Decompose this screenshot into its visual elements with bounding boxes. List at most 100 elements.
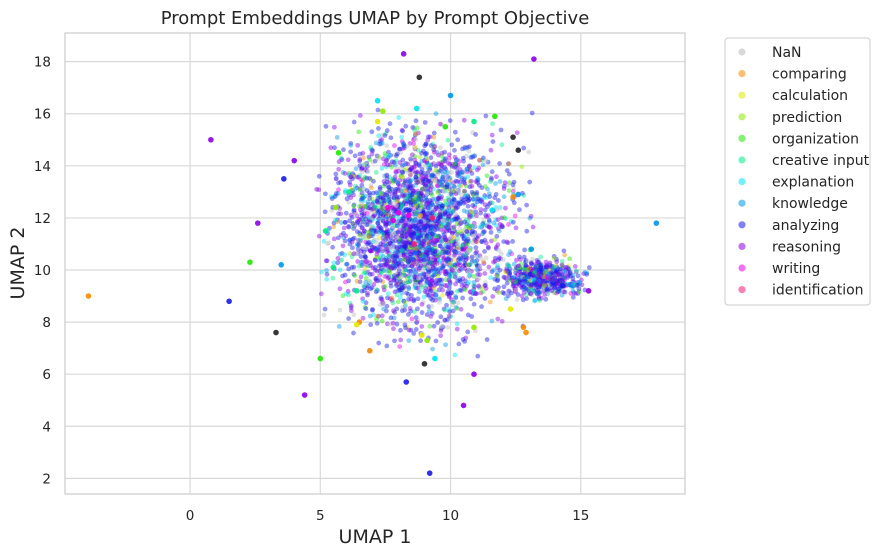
cloud-point xyxy=(556,286,562,292)
cloud-point xyxy=(398,188,404,194)
cloud-point xyxy=(399,261,405,267)
cloud-point xyxy=(364,222,370,228)
cloud-point xyxy=(539,265,545,271)
cloud-point xyxy=(361,283,367,289)
cloud-point xyxy=(489,269,495,275)
cloud-point xyxy=(500,290,506,295)
cloud-point xyxy=(514,297,520,302)
cloud-point xyxy=(381,230,387,235)
cloud-point xyxy=(404,324,410,330)
cloud-point xyxy=(480,221,486,227)
cloud-point xyxy=(384,179,390,185)
cloud-point xyxy=(453,191,459,197)
cloud-point xyxy=(444,228,449,234)
cloud-point xyxy=(479,239,484,245)
cloud-point xyxy=(331,220,337,226)
cloud-point xyxy=(543,275,549,281)
cloud-point xyxy=(411,251,417,256)
cloud-point xyxy=(551,276,557,282)
cloud-point xyxy=(389,159,395,165)
cloud-point xyxy=(465,236,471,242)
cloud-point xyxy=(449,247,455,252)
cloud-point xyxy=(376,257,382,263)
cloud-point xyxy=(458,221,464,226)
cloud-point xyxy=(342,171,348,176)
cloud-point xyxy=(318,291,324,297)
cloud-point xyxy=(459,170,465,176)
cloud-point xyxy=(505,269,511,275)
cloud-point xyxy=(412,217,418,223)
cloud-point xyxy=(403,199,409,205)
cloud-point xyxy=(441,257,446,262)
cloud-point xyxy=(570,279,576,285)
cloud-point xyxy=(419,282,425,288)
cloud-point xyxy=(474,239,480,245)
cloud-point xyxy=(527,266,533,272)
cloud-point xyxy=(390,265,395,270)
cloud-point xyxy=(414,200,420,206)
cloud-point xyxy=(389,238,395,244)
cloud-point xyxy=(454,326,460,332)
cloud-point xyxy=(586,265,592,270)
cloud-point xyxy=(530,272,536,278)
cloud-point xyxy=(348,142,354,148)
cloud-point xyxy=(549,274,555,280)
cloud-point xyxy=(455,257,461,263)
cloud-point xyxy=(547,272,553,277)
cloud-point xyxy=(449,268,455,273)
cloud-point xyxy=(545,264,551,270)
cloud-point xyxy=(357,237,363,243)
cloud-point xyxy=(419,169,425,175)
cloud-point xyxy=(410,229,415,235)
cloud-point xyxy=(458,266,463,271)
cloud-point xyxy=(369,129,375,135)
cloud-point xyxy=(473,209,479,215)
point-explanation xyxy=(432,355,438,362)
cloud-point xyxy=(422,254,428,260)
cloud-point xyxy=(427,239,432,245)
cloud-point xyxy=(515,263,521,269)
cloud-point xyxy=(363,279,369,285)
cloud-point xyxy=(427,231,432,237)
cloud-point xyxy=(436,299,442,305)
cloud-point xyxy=(434,204,440,210)
cloud-point xyxy=(581,271,587,277)
cloud-point xyxy=(403,161,409,166)
cloud-point xyxy=(357,151,363,157)
cloud-point xyxy=(469,254,475,260)
cloud-point xyxy=(433,111,439,117)
cloud-point xyxy=(373,204,379,209)
cloud-point xyxy=(544,287,550,293)
cloud-point xyxy=(394,321,400,327)
cloud-point xyxy=(459,283,465,289)
cloud-point xyxy=(348,174,354,180)
cloud-point xyxy=(551,253,557,259)
cloud-point xyxy=(449,297,454,302)
cloud-point xyxy=(529,110,535,116)
cloud-point xyxy=(525,265,531,271)
cloud-point xyxy=(421,294,427,300)
cloud-point xyxy=(374,275,379,281)
cloud-point xyxy=(426,286,432,292)
cloud-point xyxy=(531,278,537,284)
cloud-point xyxy=(401,298,407,304)
cloud-point xyxy=(462,266,468,271)
cloud-point xyxy=(540,286,546,292)
cloud-point xyxy=(567,269,573,275)
cloud-point xyxy=(468,223,474,229)
cloud-point xyxy=(505,262,511,267)
cloud-point xyxy=(539,267,544,272)
cloud-point xyxy=(456,173,462,179)
cloud-point xyxy=(452,274,458,280)
cloud-point xyxy=(362,207,368,213)
cloud-point xyxy=(365,290,370,296)
cloud-point xyxy=(367,260,373,266)
cloud-point xyxy=(531,288,537,293)
cloud-point xyxy=(384,192,390,198)
cloud-point xyxy=(375,247,381,253)
cloud-point xyxy=(406,244,412,250)
cloud-point xyxy=(540,269,546,275)
cloud-point xyxy=(506,268,512,274)
cloud-point xyxy=(487,201,492,207)
cloud-point xyxy=(357,232,363,237)
